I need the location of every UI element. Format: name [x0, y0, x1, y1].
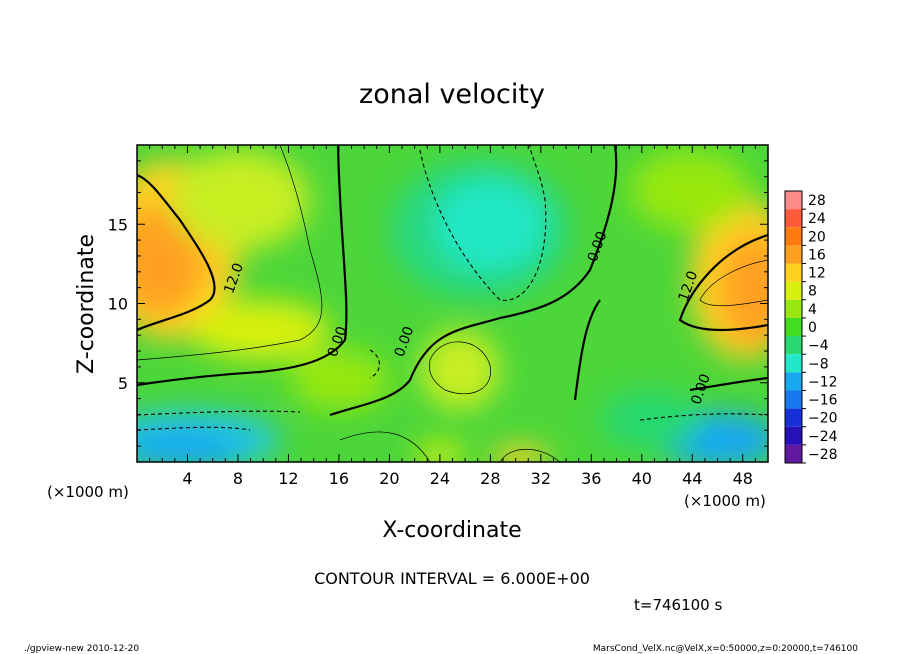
- colorbar-label: 16: [808, 247, 826, 263]
- colorbar-cell: [785, 336, 802, 355]
- colorbar-cell: [785, 245, 802, 264]
- x-tick-label: 12: [278, 469, 298, 488]
- colorbar-cell: [785, 426, 802, 445]
- colorbar-cell: [785, 299, 802, 318]
- x-tick-label: 16: [329, 469, 349, 488]
- colorbar-label: −8: [808, 356, 829, 372]
- x-tick-label: 40: [632, 469, 652, 488]
- colorbar-label: −12: [808, 374, 838, 390]
- contour-lines-thick: [137, 145, 768, 417]
- footer-right: MarsCond_VelX.nc@VelX,x=0:50000,z=0:2000…: [593, 644, 858, 654]
- y-tick-label: 15: [108, 215, 128, 234]
- x-tick-label: 28: [480, 469, 500, 488]
- x-unit-left: (×1000 m): [47, 483, 129, 501]
- colorbar-label: −28: [808, 447, 838, 463]
- contour-lines-thin: [137, 145, 768, 462]
- colorbar-label: 0: [808, 320, 817, 336]
- x-tick-label: 8: [233, 469, 243, 488]
- colorbar-label: 12: [808, 266, 826, 282]
- chart-title: zonal velocity: [359, 79, 545, 110]
- x-tick-label: 4: [182, 469, 192, 488]
- x-tick-label: 20: [379, 469, 399, 488]
- colorbar-label: 24: [808, 211, 826, 227]
- x-tick-label: 24: [430, 469, 450, 488]
- colorbar-cell: [785, 191, 802, 210]
- footer-left: ./gpview-new 2010-12-20: [24, 644, 139, 654]
- y-tick-label: 10: [108, 295, 128, 314]
- colorbar-cell: [785, 408, 802, 427]
- colorbar-cell: [785, 372, 802, 391]
- x-axis: 4 8 12 16 20 24 28 32 36 40 44 48: [149, 145, 756, 488]
- time-label: t=746100 s: [634, 596, 722, 614]
- colorbar-cell: [785, 227, 802, 246]
- colorbar-cell: [785, 354, 802, 373]
- colorbar-label: −20: [808, 411, 838, 427]
- colorbar-label: 28: [808, 193, 826, 209]
- x-tick-label: 44: [682, 469, 702, 488]
- contour-interval: CONTOUR INTERVAL = 6.000E+00: [314, 569, 590, 588]
- y-axis: 5 10 15: [108, 160, 768, 447]
- colorbar-cell: [785, 390, 802, 409]
- colorbar-label: −16: [808, 393, 838, 409]
- x-tick-label: 32: [531, 469, 551, 488]
- colorbar-label: −4: [808, 338, 829, 354]
- colorbar-label: −24: [808, 429, 838, 445]
- y-axis-title: Z-coordinate: [74, 234, 99, 374]
- colorbar-label: 4: [808, 302, 817, 318]
- x-axis-title: X-coordinate: [382, 518, 521, 543]
- colorbar-label: 20: [808, 229, 826, 245]
- x-tick-label: 48: [733, 469, 753, 488]
- contour-lines-dashed: [137, 145, 768, 431]
- colorbar-cell: [785, 444, 802, 463]
- colorbar-cell: [785, 209, 802, 228]
- colorbar-cell: [785, 263, 802, 282]
- x-unit-right: (×1000 m): [684, 492, 766, 510]
- colorbar-cell: [785, 317, 802, 337]
- colorbar-cell: [785, 281, 802, 300]
- x-tick-label: 36: [581, 469, 601, 488]
- colorbar-frame: [784, 190, 803, 464]
- y-tick-label: 5: [118, 374, 128, 393]
- colorbar-label: 8: [808, 284, 817, 300]
- colorbar: 28 24 20 16 12 8 4 0 −4 −8 −12 −16 −20 −24 −28: [784, 190, 838, 464]
